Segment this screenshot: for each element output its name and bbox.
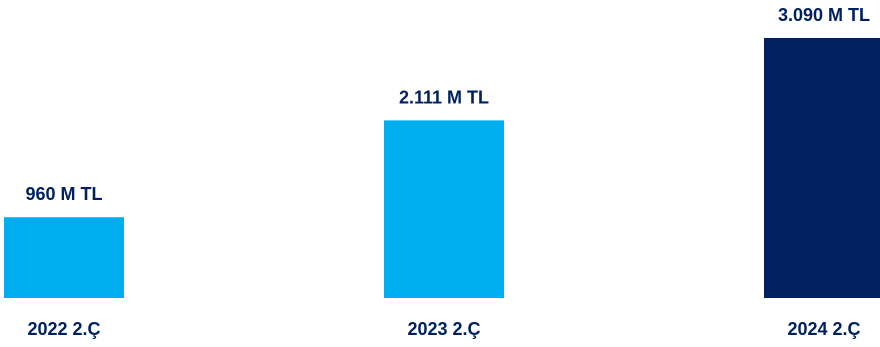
bar-2 [384, 120, 504, 299]
x-tick-label-1: 2022 2.Ç [27, 319, 100, 339]
bar-1 [4, 217, 124, 298]
x-tick-label-2: 2023 2.Ç [407, 319, 480, 339]
data-label-2: 2.111 M TL [399, 87, 489, 107]
bar-3 [764, 38, 880, 298]
x-tick-label-3: 2024 2.Ç [787, 319, 860, 339]
data-label-1: 960 M TL [25, 184, 102, 204]
data-label-3: 3.090 M TL [778, 5, 870, 25]
